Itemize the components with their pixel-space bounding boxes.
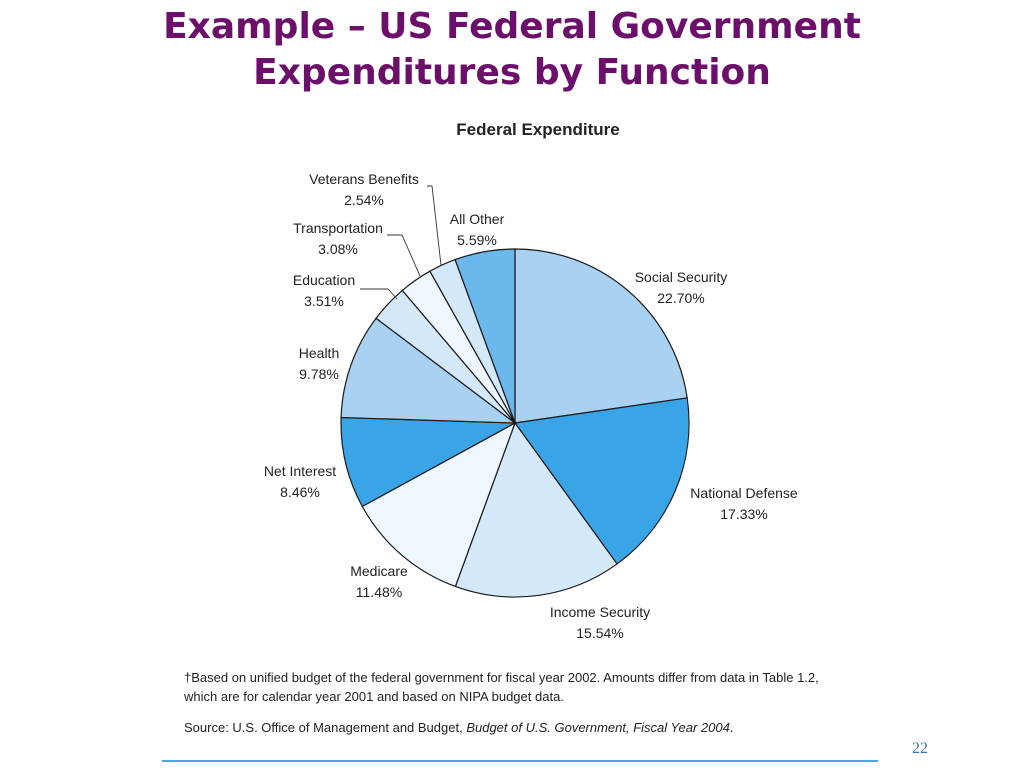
slice-name: Income Security	[550, 604, 650, 620]
slice-name: All Other	[450, 211, 505, 227]
chart-title: Federal Expenditure	[456, 120, 620, 139]
slice-value: 8.46%	[280, 484, 320, 500]
leader-line-veterans-benefits	[427, 185, 442, 266]
footnote-line1: †Based on unified budget of the federal …	[184, 670, 819, 685]
slice-value: 17.33%	[720, 506, 767, 522]
slide-title-line1: Example – US Federal Government	[163, 6, 861, 47]
footnote-line2: which are for calendar year 2001 and bas…	[184, 689, 564, 704]
slice-value: 2.54%	[344, 192, 384, 208]
source-note: Source: U.S. Office of Management and Bu…	[184, 720, 884, 735]
slice-value: 22.70%	[657, 290, 704, 306]
pie-slice-income-security	[454, 421, 618, 598]
slice-label-education: Education 3.51%	[293, 272, 355, 309]
slice-name: Transportation	[293, 220, 383, 236]
slice-value: 9.78%	[299, 366, 339, 382]
slice-name: National Defense	[690, 485, 798, 501]
pie-slice-health	[340, 317, 517, 424]
pie-slice-net-interest	[340, 416, 518, 508]
slice-value: 5.59%	[457, 232, 497, 248]
slice-label-income-security: Income Security 15.54%	[550, 604, 650, 641]
slide-title-line2: Expenditures by Function	[253, 52, 771, 93]
slice-label-social-security: Social Security 22.70%	[635, 269, 728, 306]
slice-label-veterans-benefits: Veterans Benefits 2.54%	[309, 171, 419, 208]
source-title: Budget of U.S. Government, Fiscal Year 2…	[466, 720, 730, 735]
pie-slice-social-security	[514, 248, 688, 424]
slide-title: Example – US Federal Government Expendit…	[0, 4, 1024, 96]
leader-line-transportation	[387, 234, 421, 277]
page-number: 22	[912, 740, 928, 757]
slice-name: Medicare	[350, 563, 408, 579]
slice-label-transportation: Transportation 3.08%	[293, 220, 383, 257]
slice-label-national-defense: National Defense 17.33%	[690, 485, 798, 522]
slice-value: 15.54%	[576, 625, 623, 641]
slice-name: Veterans Benefits	[309, 171, 419, 187]
slice-name: Health	[299, 345, 339, 361]
slice-labels: Social Security 22.70% National Defense 17.…	[264, 171, 798, 641]
slice-name: Net Interest	[264, 463, 336, 479]
slice-value: 3.08%	[318, 241, 358, 257]
slice-label-medicare: Medicare 11.48%	[350, 563, 408, 600]
pie-slice-all-other	[454, 248, 516, 424]
source-prefix: Source: U.S. Office of Management and Bu…	[184, 720, 467, 735]
pie-slice-national-defense	[513, 397, 690, 565]
slice-label-net-interest: Net Interest 8.46%	[264, 463, 336, 500]
slice-label-health: Health 9.78%	[299, 345, 339, 382]
pie-slices	[340, 248, 690, 598]
slice-value: 3.51%	[304, 293, 344, 309]
pie-slice-medicare	[361, 421, 517, 588]
footnote: †Based on unified budget of the federal …	[184, 668, 884, 706]
source-suffix: .	[729, 720, 734, 735]
leader-lines	[360, 185, 442, 300]
slice-name: Education	[293, 272, 355, 288]
slice-name: Social Security	[635, 269, 728, 285]
slice-value: 11.48%	[356, 584, 402, 600]
leader-line-education	[360, 288, 398, 300]
bottom-rule	[162, 760, 878, 762]
slice-label-all-other: All Other 5.59%	[450, 211, 505, 248]
